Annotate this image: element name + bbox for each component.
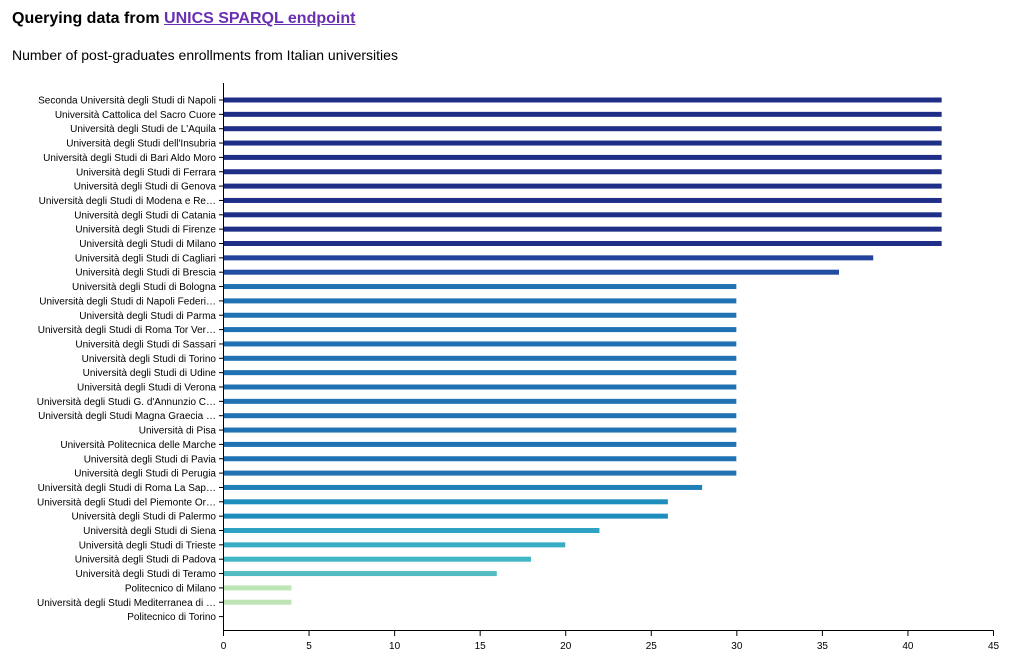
bar: [223, 384, 737, 390]
category-label: Università degli Studi di Bologna: [72, 282, 216, 293]
category-label: Università degli Studi di Ferrara: [76, 167, 216, 178]
bar: [223, 398, 737, 404]
bar: [223, 528, 600, 533]
bar: [223, 226, 942, 232]
category-label: Università degli Studi Magna Graecia …: [38, 411, 216, 422]
category-label: Università degli Studi di Firenze: [75, 225, 216, 236]
bar: [223, 341, 737, 347]
bar: [223, 513, 668, 519]
bar: [223, 427, 737, 433]
category-label: Università degli Studi di Genova: [74, 182, 217, 193]
y-axis: Seconda Università degli Studi di Napoli…: [37, 83, 224, 630]
bar: [223, 154, 942, 160]
x-tick-label: 40: [902, 641, 914, 652]
category-label: Università degli Studi di Roma Tor Ver…: [38, 325, 216, 336]
x-tick-label: 0: [221, 641, 227, 652]
category-label: Università degli Studi di Verona: [77, 383, 216, 394]
category-label: Università degli Studi de L'Aquila: [70, 124, 216, 135]
category-label: Università degli Studi di Torino: [82, 354, 217, 365]
bar: [223, 126, 942, 132]
bar: [223, 470, 737, 476]
category-label: Università degli Studi di Catania: [74, 210, 216, 221]
bar: [223, 542, 566, 548]
category-label: Università degli Studi di Roma La Sap…: [38, 483, 216, 494]
page-title: Querying data from UNICS SPARQL endpoint: [12, 9, 355, 29]
x-tick-label: 5: [306, 641, 312, 652]
category-label: Università degli Studi di Sassari: [75, 339, 216, 350]
bar: [223, 585, 292, 591]
category-label: Università degli Studi del Piemonte Or…: [37, 497, 216, 508]
category-label: Università degli Studi di Palermo: [71, 512, 216, 523]
category-label: Università degli Studi di Parma: [79, 311, 216, 322]
bar: [223, 441, 737, 447]
bar: [223, 169, 942, 175]
bar: [223, 327, 737, 333]
bar: [223, 499, 668, 505]
bars-group: [223, 97, 942, 605]
category-label: Università di Pisa: [139, 426, 217, 437]
bar: [223, 111, 942, 117]
bar: [223, 484, 703, 490]
category-label: Università degli Studi di Bari Aldo Moro: [43, 153, 216, 164]
category-label: Università degli Studi Mediterranea di …: [37, 598, 216, 609]
bar: [223, 413, 737, 419]
category-label: Università degli Studi di Brescia: [75, 268, 216, 279]
bar: [223, 269, 839, 275]
x-tick-label: 30: [731, 641, 743, 652]
category-label: Politecnico di Milano: [125, 583, 217, 594]
bar: [223, 255, 874, 261]
category-label: Università degli Studi di Milano: [79, 239, 216, 250]
bar: [223, 571, 497, 577]
chart-subtitle: Number of post-graduates enrollments fro…: [12, 47, 398, 63]
x-tick-label: 45: [988, 641, 1000, 652]
bar: [223, 370, 737, 376]
category-label: Politecnico di Torino: [127, 612, 216, 623]
category-label: Università Politecnica delle Marche: [60, 440, 216, 451]
x-tick-label: 35: [817, 641, 829, 652]
category-label: Università degli Studi di Napoli Federi…: [39, 296, 216, 307]
x-tick-label: 15: [475, 641, 487, 652]
category-label: Università degli Studi di Perugia: [74, 469, 216, 480]
x-tick-label: 20: [560, 641, 572, 652]
category-label: Seconda Università degli Studi di Napoli: [38, 96, 216, 107]
bar: [223, 197, 942, 203]
category-label: Università degli Studi di Cagliari: [75, 253, 216, 264]
category-label: Università degli Studi dell'Insubria: [66, 139, 216, 150]
x-tick-label: 10: [389, 641, 401, 652]
bar: [223, 284, 737, 290]
category-label: Università degli Studi di Teramo: [76, 569, 217, 580]
bar: [223, 599, 292, 605]
category-label: Università degli Studi di Modena e Re…: [39, 196, 216, 207]
sparql-endpoint-link[interactable]: UNICS SPARQL endpoint: [164, 10, 356, 27]
bar: [223, 556, 531, 562]
category-label: Università degli Studi di Siena: [83, 526, 216, 537]
category-label: Università degli Studi G. d'Annunzio C…: [37, 397, 216, 408]
category-label: Università degli Studi di Udine: [83, 368, 217, 379]
bar: [223, 456, 737, 462]
bar: [223, 355, 737, 361]
bar: [223, 298, 737, 304]
category-label: Università Cattolica del Sacro Cuore: [55, 110, 217, 121]
bar: [223, 140, 942, 146]
x-tick-label: 25: [646, 641, 658, 652]
category-label: Università degli Studi di Trieste: [79, 540, 217, 551]
title-prefix: Querying data from: [12, 10, 165, 27]
x-axis: 0 5 10 15 20 25 30 35 40 45: [221, 630, 1000, 652]
category-label: Università degli Studi di Pavia: [84, 454, 217, 465]
bar: [223, 97, 942, 103]
category-label: Università degli Studi di Padova: [75, 555, 217, 566]
bar: [223, 183, 942, 189]
bar: [223, 212, 942, 218]
bar: [223, 241, 942, 246]
bar: [223, 312, 737, 318]
